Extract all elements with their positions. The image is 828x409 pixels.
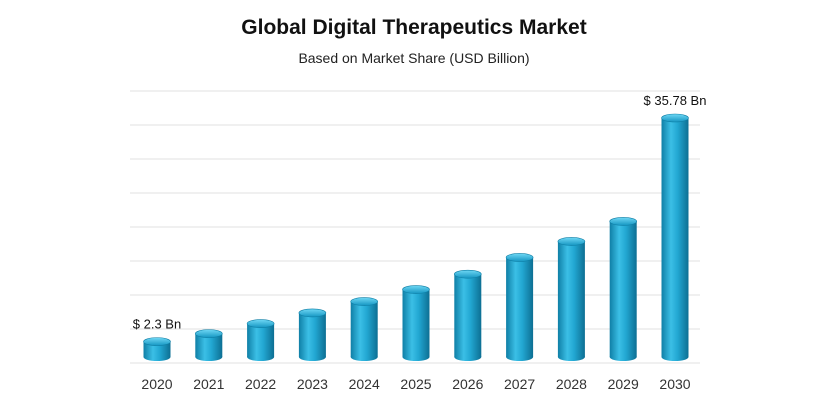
bar-base	[454, 353, 482, 361]
bar-body	[298, 312, 326, 357]
bar-base	[350, 353, 378, 361]
bar-body	[454, 274, 482, 357]
bar-top	[143, 337, 171, 346]
x-tick-label: 2021	[193, 376, 224, 392]
bar-top	[195, 329, 223, 338]
x-tick-label: 2026	[452, 376, 483, 392]
bar-top	[298, 308, 327, 318]
x-tick-label: 2029	[608, 376, 639, 392]
bar-base	[506, 353, 534, 361]
bar-body	[402, 289, 430, 357]
bar-body	[247, 323, 275, 357]
bar-2022	[246, 319, 275, 361]
bar-2029	[609, 217, 638, 361]
x-tick-label: 2024	[349, 376, 380, 392]
bar-base	[609, 353, 637, 361]
bar-body	[143, 341, 171, 357]
x-tick-label: 2022	[245, 376, 276, 392]
x-tick-label: 2023	[297, 376, 328, 392]
bar-2027	[505, 253, 534, 361]
bar-base	[298, 353, 326, 361]
bar-2024	[350, 297, 379, 361]
bar-2020	[143, 337, 171, 361]
bar-2028	[557, 237, 586, 361]
bar-top	[350, 297, 379, 306]
bar-base	[557, 353, 585, 361]
bar-base	[402, 353, 430, 361]
data-labels: $ 2.3 Bn $ 35.78 Bn	[133, 93, 707, 332]
x-tick-label: 2020	[141, 376, 172, 392]
bar-2021	[195, 329, 223, 361]
x-tick-label: 2028	[556, 376, 587, 392]
bar-body	[350, 301, 378, 357]
x-tick-label: 2025	[400, 376, 431, 392]
bars	[143, 113, 689, 361]
bar-body	[506, 257, 534, 357]
bar-base	[143, 353, 171, 361]
data-label: $ 35.78 Bn	[644, 93, 707, 108]
chart-title: Global Digital Therapeutics Market	[241, 16, 587, 39]
bar-2025	[402, 285, 430, 361]
bar-2023	[298, 308, 327, 361]
x-tick-label: 2030	[659, 376, 690, 392]
bar-body	[557, 241, 585, 357]
bar-base	[661, 353, 689, 361]
bar-top	[453, 269, 482, 279]
bar-body	[195, 333, 223, 357]
bar-body	[661, 118, 689, 357]
chart-subtitle: Based on Market Share (USD Billion)	[298, 50, 530, 66]
bar-2026	[453, 269, 482, 361]
bar-top	[505, 253, 534, 262]
bar-top	[246, 319, 275, 328]
bar-2030	[661, 113, 689, 361]
data-label: $ 2.3 Bn	[133, 317, 181, 332]
x-axis-ticks: 2020 2021 2022 2023 2024 2025 2026 2027 2028 2029…	[141, 376, 690, 392]
bar-top	[557, 237, 586, 246]
bar-top	[661, 113, 689, 123]
bar-body	[609, 221, 637, 357]
bar-base	[195, 353, 223, 361]
x-tick-label: 2027	[504, 376, 535, 392]
bar-top	[609, 217, 638, 226]
bar-top	[402, 285, 430, 294]
bar-base	[247, 353, 275, 361]
